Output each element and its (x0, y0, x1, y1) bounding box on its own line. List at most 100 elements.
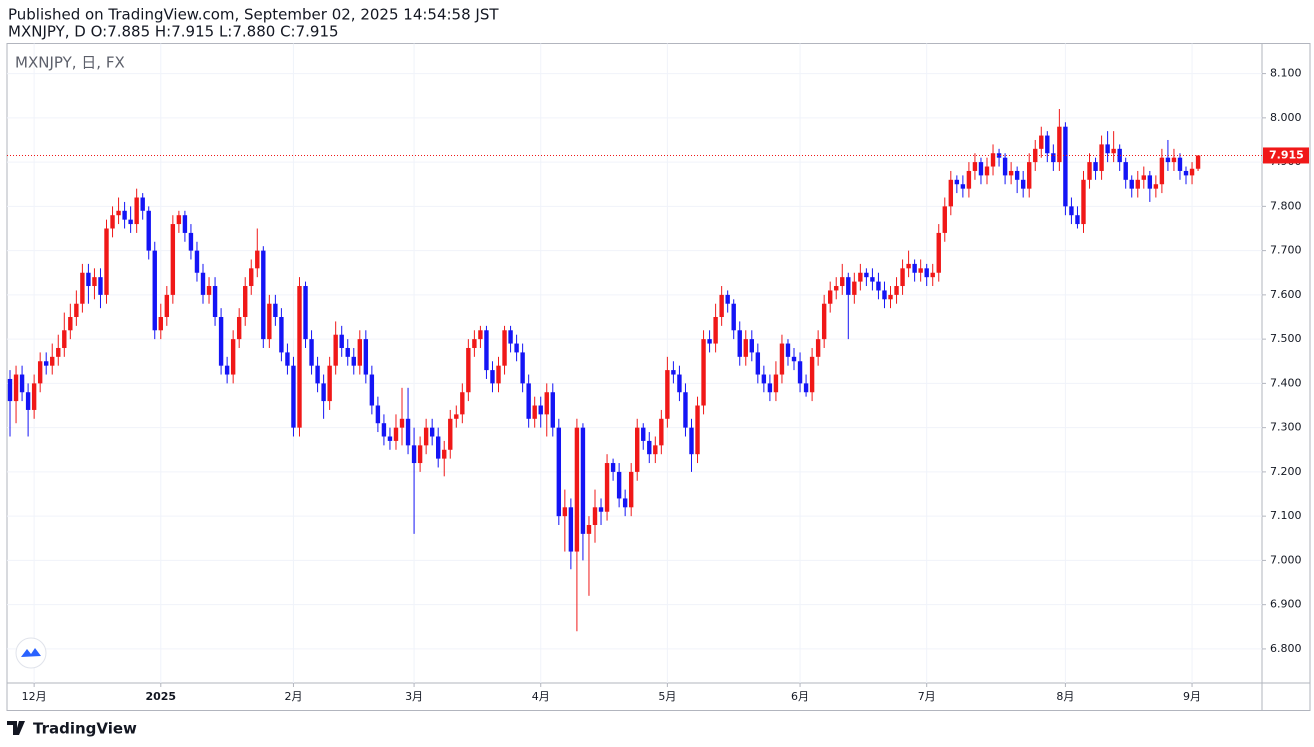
candle-body (755, 352, 761, 375)
x-tick-label: 2月 (284, 690, 302, 703)
candle-body (647, 440, 652, 455)
candle-body (1147, 175, 1153, 189)
candle-body (1099, 144, 1104, 171)
candle-body (1045, 135, 1050, 154)
candle-body (381, 423, 387, 437)
candle-body (1069, 206, 1074, 216)
candle-body (749, 339, 754, 353)
candle-body (496, 365, 501, 384)
candle-body (297, 286, 302, 428)
candle-body (1117, 148, 1122, 163)
candle-body (152, 250, 157, 331)
candle-body (448, 418, 453, 450)
y-tick-label: 7.700 (1270, 244, 1302, 257)
candle-body (442, 449, 447, 459)
candle-body (912, 263, 917, 273)
candle-body (466, 347, 471, 393)
candle-body (574, 427, 580, 552)
last-price-label: 7.915 (1269, 148, 1304, 161)
candle-body (182, 215, 188, 233)
candle-body (701, 339, 706, 406)
candle-body (990, 153, 996, 167)
candle-body (1014, 170, 1020, 180)
candle-body (321, 383, 326, 402)
candle-body (1171, 157, 1177, 163)
candle-body (188, 232, 194, 251)
brand-logo (7, 721, 25, 735)
candle-body (827, 290, 833, 304)
candle-body (1105, 144, 1110, 154)
candle-body (478, 330, 483, 340)
candle-body (170, 224, 176, 295)
candle-body (375, 405, 381, 424)
candle-body (484, 330, 489, 371)
candle-body (809, 356, 815, 393)
candle-body (369, 374, 375, 406)
candle-body (616, 471, 622, 499)
candle-body (1020, 179, 1026, 189)
candle-body (429, 427, 435, 437)
candle-body (719, 294, 724, 318)
candle-body (635, 427, 640, 472)
y-tick-label: 7.600 (1270, 288, 1302, 301)
tv-logo-button[interactable] (15, 637, 47, 669)
y-tick-label: 7.100 (1270, 509, 1302, 522)
candle-body (514, 343, 519, 353)
candle-body (695, 405, 700, 455)
candle-body (556, 427, 562, 517)
y-tick-label: 7.300 (1270, 421, 1302, 434)
candle-body (544, 392, 549, 415)
candle-body (1153, 184, 1159, 189)
candle-body (1141, 175, 1146, 180)
candle-body (490, 370, 495, 384)
candle-body (122, 210, 127, 220)
brand-text: TradingView (33, 720, 137, 738)
candle-body (930, 272, 935, 278)
x-tick-label: 9月 (1183, 690, 1201, 703)
candle-body (761, 374, 767, 384)
candle-body (279, 317, 284, 353)
candle-body (472, 339, 477, 348)
ohlc-header: MXNJPY, D O:7.885 H:7.915 L:7.880 C:7.91… (8, 23, 339, 41)
candle-body (393, 427, 399, 441)
candle-body (460, 392, 465, 415)
candle-body (562, 507, 568, 517)
candle-body (1129, 179, 1134, 189)
candle-body (13, 374, 19, 402)
candle-body (821, 303, 827, 340)
candle-body (357, 339, 362, 366)
candle-body (1087, 162, 1092, 180)
candle-body (900, 268, 905, 287)
candle-body (25, 392, 31, 410)
candle-body (1027, 162, 1032, 189)
candle-body (508, 330, 513, 344)
x-tick-label: 6月 (791, 690, 809, 703)
candle-body (303, 286, 308, 340)
candle-body (7, 378, 13, 402)
candle-body (454, 414, 459, 419)
candle-body (592, 507, 598, 526)
last-price-box (1263, 147, 1309, 164)
candle-body (351, 356, 356, 366)
candle-body (972, 162, 978, 171)
y-tick-label: 7.200 (1270, 465, 1302, 478)
y-tick-label: 6.800 (1270, 642, 1302, 655)
candle-body (628, 471, 634, 508)
candle-body (230, 339, 236, 375)
candle-body (206, 286, 212, 295)
candle-body (846, 277, 851, 295)
candle-body (815, 339, 821, 357)
candle-body (80, 272, 85, 304)
candle-body (834, 286, 839, 291)
candle-body (580, 427, 586, 534)
candle-body (954, 179, 960, 185)
candle-body (906, 263, 911, 269)
candle-body (707, 339, 712, 344)
y-tick-label: 7.000 (1270, 553, 1302, 566)
candle-body (888, 294, 893, 300)
candle-body (725, 294, 730, 304)
candle-body (659, 418, 664, 446)
candle-body (797, 361, 803, 384)
y-tick-label: 7.800 (1270, 199, 1302, 212)
